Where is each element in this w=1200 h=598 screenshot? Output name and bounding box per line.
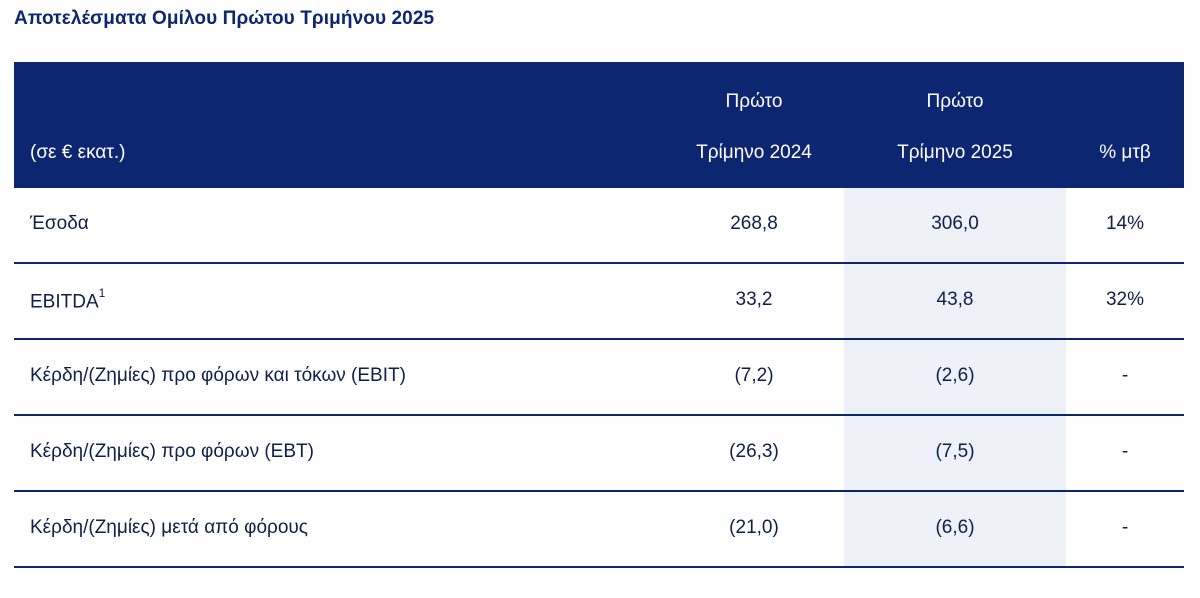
value-change: 32% (1105, 289, 1145, 310)
value-q1-2025: 43,8 (936, 289, 974, 310)
value-q1-2024: (26,3) (729, 441, 779, 462)
header-change: % μτβ (1066, 62, 1184, 188)
value-q1-2024: 268,8 (730, 213, 778, 234)
value-q1-2024: 33,2 (735, 289, 773, 310)
page-title: Αποτελέσματα Ομίλου Πρώτου Τριμήνου 2025 (14, 8, 435, 29)
value-change: - (1121, 517, 1129, 538)
row-label: Κέρδη/(Ζημίες) μετά από φόρους (30, 517, 308, 538)
value-q1-2025: 306,0 (931, 213, 979, 234)
value-q1-2025: (7,5) (935, 441, 975, 462)
value-change: 14% (1105, 213, 1145, 234)
table-row-net-income: Κέρδη/(Ζημίες) μετά από φόρους (21,0) (6… (14, 492, 1184, 568)
header-unit-cell: (σε € εκατ.) (14, 62, 664, 188)
row-label: Έσοδα (30, 213, 89, 234)
value-q1-2025: (6,6) (935, 517, 975, 538)
footnote-marker: 1 (98, 286, 106, 300)
results-table: (σε € εκατ.) Πρώτο Τρίμηνο 2024 Πρώτο Τρ… (14, 62, 1184, 568)
row-label: Κέρδη/(Ζημίες) προ φόρων και τόκων (EBIT… (30, 365, 406, 386)
table-row-revenue: Έσοδα 268,8 306,0 14% (14, 188, 1184, 264)
value-q1-2024: (7,2) (734, 365, 774, 386)
row-label: EBITDA (30, 291, 99, 313)
header-q1-2024: Πρώτο Τρίμηνο 2024 (664, 62, 844, 188)
header-q1-2024-line2: Τρίμηνο 2024 (696, 142, 812, 163)
value-change: - (1121, 441, 1129, 462)
header-change-label: % μτβ (1099, 142, 1151, 163)
table-row-ebt: Κέρδη/(Ζημίες) προ φόρων (EBT) (26,3) (7… (14, 416, 1184, 492)
header-q1-2025-line2: Τρίμηνο 2025 (897, 142, 1013, 163)
header-q1-2024-line1: Πρώτο (725, 91, 783, 112)
value-q1-2025: (2,6) (935, 365, 975, 386)
row-label: Κέρδη/(Ζημίες) προ φόρων (EBT) (30, 441, 314, 462)
value-change: - (1121, 365, 1129, 386)
table-row-ebitda: EBITDA1 33,2 43,8 32% (14, 264, 1184, 340)
value-q1-2024: (21,0) (729, 517, 779, 538)
table-row-ebit: Κέρδη/(Ζημίες) προ φόρων και τόκων (EBIT… (14, 340, 1184, 416)
header-q1-2025: Πρώτο Τρίμηνο 2025 (844, 62, 1066, 188)
unit-label: (σε € εκατ.) (30, 142, 126, 163)
table-header: (σε € εκατ.) Πρώτο Τρίμηνο 2024 Πρώτο Τρ… (14, 62, 1184, 188)
header-q1-2025-line1: Πρώτο (926, 91, 984, 112)
